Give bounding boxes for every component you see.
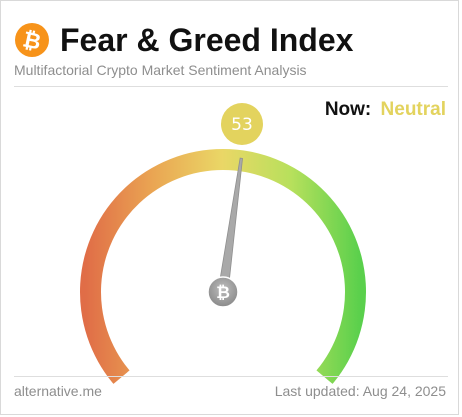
bottom-divider: [14, 376, 448, 377]
value-badge-text: 53: [231, 115, 253, 135]
page-subtitle: Multifactorial Crypto Market Sentiment A…: [14, 62, 307, 78]
current-status: Now: Neutral: [325, 99, 446, 121]
top-divider: [14, 86, 448, 87]
gauge-needle: [217, 157, 243, 294]
now-value: Neutral: [380, 99, 446, 120]
bitcoin-pivot-icon: ₿: [207, 276, 239, 308]
source-link[interactable]: alternative.me: [14, 383, 102, 399]
page-title: Fear & Greed Index: [60, 21, 354, 58]
last-updated: Last updated: Aug 24, 2025: [274, 383, 446, 399]
now-label: Now:: [324, 99, 372, 120]
gauge-arc: [80, 149, 367, 384]
bitcoin-logo-icon: ₿: [15, 23, 49, 57]
svg-text:₿: ₿: [216, 283, 230, 303]
header: ₿ Fear & Greed Index: [14, 20, 353, 60]
value-badge: 53: [221, 103, 263, 145]
svg-text:₿: ₿: [20, 27, 43, 55]
